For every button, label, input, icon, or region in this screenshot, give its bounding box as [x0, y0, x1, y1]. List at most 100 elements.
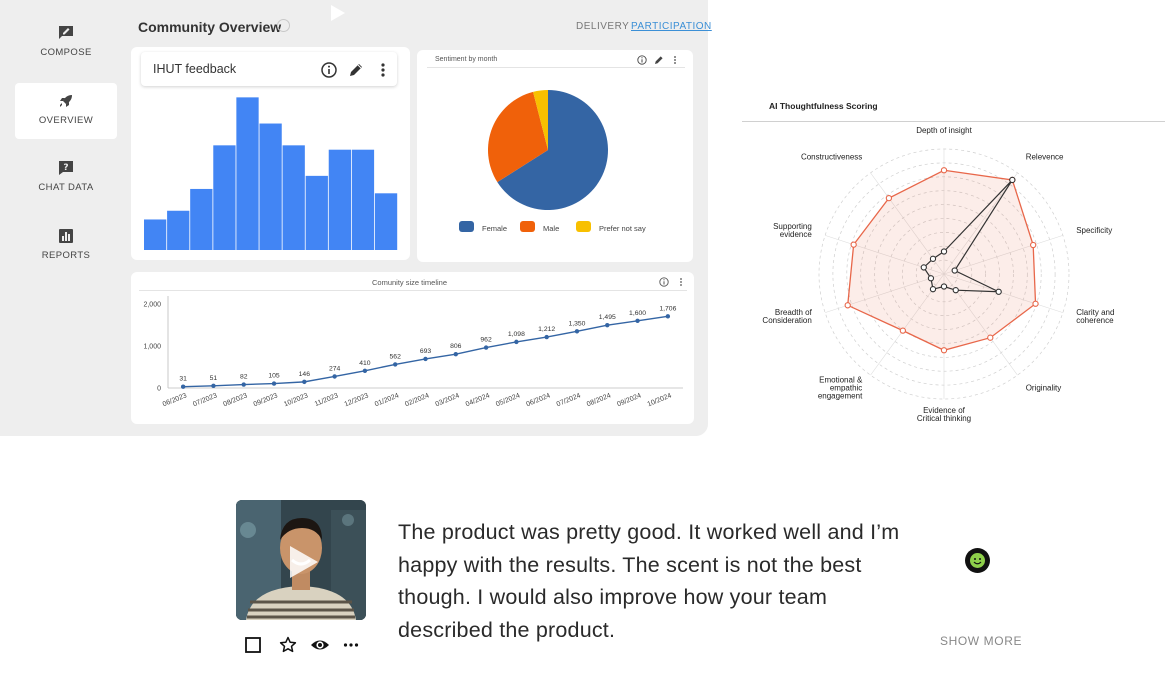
x-tick-label: 03/2024 — [434, 392, 460, 408]
data-label: 562 — [390, 353, 402, 360]
x-tick-label: 08/2023 — [222, 392, 248, 408]
axis-label: Originality — [1026, 383, 1062, 392]
data-point — [635, 318, 640, 323]
data-label: 806 — [450, 343, 462, 350]
edit-icon[interactable] — [348, 62, 364, 78]
more-vertical-icon[interactable] — [375, 62, 391, 78]
data-label: 1,600 — [629, 310, 646, 317]
legend-label: Female — [482, 224, 507, 233]
radar-point — [940, 167, 948, 174]
radar-point — [1032, 300, 1039, 307]
axis-label: Relevence — [1026, 153, 1064, 162]
data-point — [180, 384, 186, 389]
card-title: IHUT feedback — [153, 62, 237, 76]
data-point — [393, 362, 398, 367]
eye-icon[interactable] — [310, 636, 330, 654]
y-tick-label: 0 — [157, 386, 161, 393]
grid-spoke — [943, 273, 1063, 313]
bar — [305, 175, 328, 250]
edit-icon[interactable] — [654, 55, 664, 65]
sidebar-item-reports[interactable]: REPORTS — [15, 224, 117, 280]
community-timeline-chart: 0 1,000 2,000 31 06/2023 51 07/2023 82 08/2023 10… — [143, 296, 683, 408]
data-point — [362, 368, 368, 373]
grid-spoke — [943, 235, 1063, 275]
divider — [139, 290, 687, 291]
radar-point — [940, 248, 948, 255]
info-icon[interactable] — [277, 19, 290, 32]
axis-label: Constructiveness — [801, 153, 862, 162]
radar-point — [1030, 241, 1037, 249]
play-icon[interactable] — [284, 544, 320, 580]
data-label: 82 — [240, 374, 248, 381]
bar — [213, 145, 236, 250]
pie-slice — [497, 90, 608, 210]
data-point — [423, 356, 428, 362]
radar-point — [885, 195, 893, 202]
x-tick-label: 02/2024 — [404, 392, 430, 408]
reports-icon — [59, 229, 73, 243]
radar-point — [987, 334, 994, 341]
info-icon[interactable] — [637, 55, 647, 65]
sidebar-item-chat-data[interactable]: ? CHAT DATA — [15, 157, 117, 213]
tab-delivery[interactable]: DELIVERY — [576, 21, 630, 32]
pie-slice — [488, 91, 548, 183]
bar — [259, 123, 282, 250]
x-tick-label: 11/2023 — [314, 392, 340, 408]
more-horizontal-icon[interactable] — [342, 636, 360, 654]
data-point — [605, 323, 610, 328]
info-icon[interactable] — [321, 62, 337, 78]
sidebar-item-overview[interactable]: OVERVIEW — [15, 83, 117, 139]
show-more-link[interactable]: SHOW MORE — [940, 634, 1023, 648]
card-header: IHUT feedback — [141, 52, 397, 86]
x-tick-label: 09/2024 — [616, 392, 642, 408]
grid-ring — [901, 231, 987, 317]
x-tick-label: 09/2023 — [253, 392, 279, 408]
compose-icon — [59, 26, 73, 39]
data-point — [514, 339, 519, 345]
data-label: 410 — [359, 360, 371, 367]
data-point — [453, 351, 458, 357]
sidebar-item-compose[interactable]: COMPOSE — [15, 22, 117, 78]
info-icon[interactable] — [659, 277, 669, 287]
legend-swatch — [520, 221, 535, 232]
data-label: 1,706 — [659, 305, 676, 312]
axis-label: Supporting — [773, 222, 812, 231]
data-label: 105 — [268, 373, 280, 380]
radar-point — [1009, 176, 1016, 184]
legend-label: Prefer not say — [599, 224, 646, 233]
x-tick-label: 10/2023 — [283, 392, 309, 408]
radar-point — [995, 288, 1002, 295]
chat-question-icon: ? — [59, 161, 73, 175]
axis-label: Consideration — [762, 316, 811, 325]
tab-participation[interactable]: PARTICIPATION — [631, 21, 712, 32]
x-tick-label: 08/2024 — [586, 392, 612, 408]
checkbox-icon[interactable] — [244, 636, 262, 654]
radar-point — [929, 286, 937, 293]
legend-swatch — [576, 221, 591, 232]
thoughtfulness-radar-chart: Depth of insight Relevence Specificity Clar… — [762, 126, 1114, 423]
rocket-icon — [60, 95, 72, 107]
axis-label: empathic — [830, 383, 862, 392]
radar-point — [929, 255, 937, 262]
video-thumbnail[interactable] — [236, 500, 366, 620]
more-vertical-icon[interactable] — [676, 277, 686, 287]
grid-spoke — [943, 172, 1018, 275]
smiley-icon[interactable] — [965, 548, 990, 573]
data-label: 693 — [420, 348, 432, 355]
play-icon[interactable] — [331, 5, 345, 21]
data-point — [241, 382, 246, 387]
grid-ring — [929, 259, 959, 289]
data-point — [544, 334, 549, 340]
data-point — [574, 329, 580, 334]
sidebar-item-label: CHAT DATA — [38, 182, 94, 193]
x-tick-label: 04/2024 — [465, 392, 491, 408]
video-preview-image — [236, 500, 366, 620]
sidebar-item-label: COMPOSE — [40, 47, 92, 58]
radar-point — [951, 267, 958, 274]
star-icon[interactable] — [279, 636, 297, 654]
axis-label: Depth of insight — [916, 126, 972, 135]
bar — [282, 145, 305, 250]
bar — [351, 149, 375, 250]
more-vertical-icon[interactable] — [670, 55, 680, 65]
sidebar-item-label: REPORTS — [41, 250, 91, 261]
